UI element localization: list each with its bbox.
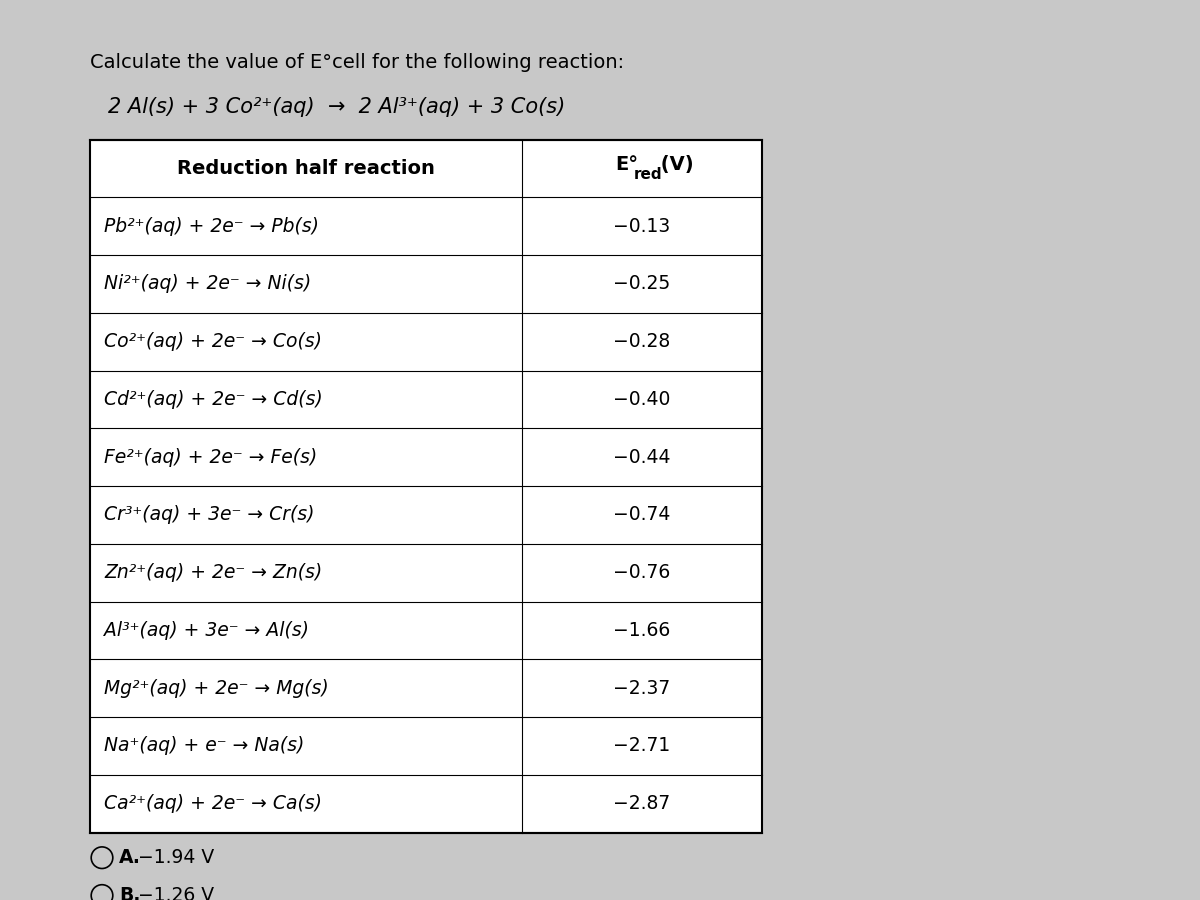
Text: Mg²⁺(aq) + 2e⁻ → Mg(s): Mg²⁺(aq) + 2e⁻ → Mg(s): [104, 679, 329, 698]
Text: −2.71: −2.71: [613, 736, 671, 755]
Text: −0.76: −0.76: [613, 563, 671, 582]
Text: −2.87: −2.87: [613, 794, 671, 813]
Text: Ca²⁺(aq) + 2e⁻ → Ca(s): Ca²⁺(aq) + 2e⁻ → Ca(s): [104, 794, 323, 813]
Text: Zn²⁺(aq) + 2e⁻ → Zn(s): Zn²⁺(aq) + 2e⁻ → Zn(s): [104, 563, 323, 582]
Text: Co²⁺(aq) + 2e⁻ → Co(s): Co²⁺(aq) + 2e⁻ → Co(s): [104, 332, 323, 351]
Text: −1.94 V: −1.94 V: [138, 848, 215, 868]
Text: −1.66: −1.66: [613, 621, 671, 640]
Text: E°: E°: [616, 156, 638, 175]
Text: −0.74: −0.74: [613, 506, 671, 525]
Text: Cd²⁺(aq) + 2e⁻ → Cd(s): Cd²⁺(aq) + 2e⁻ → Cd(s): [104, 390, 323, 409]
Text: 2 Al(s) + 3 Co²⁺(aq)  →  2 Al³⁺(aq) + 3 Co(s): 2 Al(s) + 3 Co²⁺(aq) → 2 Al³⁺(aq) + 3 Co…: [108, 97, 565, 117]
Text: −0.25: −0.25: [613, 274, 671, 293]
Text: A.: A.: [119, 848, 140, 868]
Text: Reduction half reaction: Reduction half reaction: [178, 159, 434, 178]
Text: Ni²⁺(aq) + 2e⁻ → Ni(s): Ni²⁺(aq) + 2e⁻ → Ni(s): [104, 274, 312, 293]
Text: Pb²⁺(aq) + 2e⁻ → Pb(s): Pb²⁺(aq) + 2e⁻ → Pb(s): [104, 217, 319, 236]
Text: Cr³⁺(aq) + 3e⁻ → Cr(s): Cr³⁺(aq) + 3e⁻ → Cr(s): [104, 506, 314, 525]
Text: B.: B.: [119, 886, 140, 900]
Text: −0.40: −0.40: [613, 390, 671, 409]
Text: Al³⁺(aq) + 3e⁻ → Al(s): Al³⁺(aq) + 3e⁻ → Al(s): [104, 621, 310, 640]
Text: red: red: [634, 167, 662, 182]
Text: −0.44: −0.44: [613, 447, 671, 466]
Text: Calculate the value of E°cell for the following reaction:: Calculate the value of E°cell for the fo…: [90, 53, 624, 72]
Text: −0.28: −0.28: [613, 332, 671, 351]
Text: −2.37: −2.37: [613, 679, 671, 698]
Text: (V): (V): [654, 156, 694, 175]
Text: −1.26 V: −1.26 V: [138, 886, 214, 900]
Text: −0.13: −0.13: [613, 217, 671, 236]
Text: Fe²⁺(aq) + 2e⁻ → Fe(s): Fe²⁺(aq) + 2e⁻ → Fe(s): [104, 447, 318, 466]
Text: Na⁺(aq) + e⁻ → Na(s): Na⁺(aq) + e⁻ → Na(s): [104, 736, 305, 755]
